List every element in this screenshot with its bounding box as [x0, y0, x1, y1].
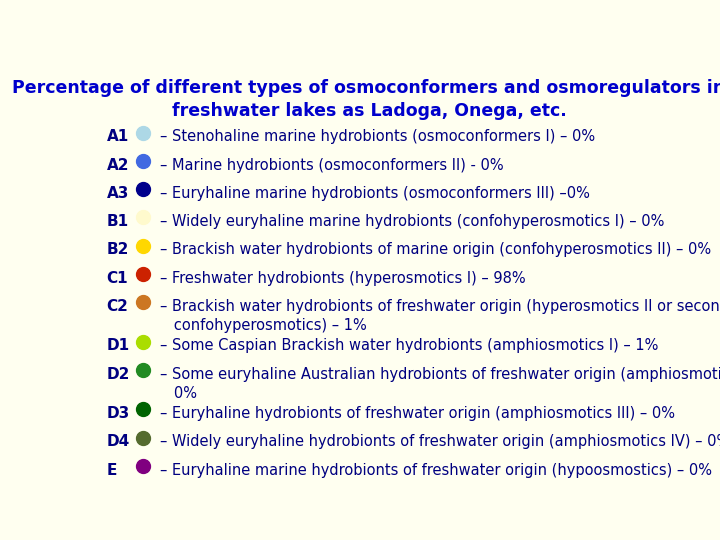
Text: – Freshwater hydrobionts (hyperosmotics I) – 98%: – Freshwater hydrobionts (hyperosmotics …	[160, 271, 526, 286]
Text: A2: A2	[107, 158, 130, 172]
Text: B2: B2	[107, 242, 129, 258]
Point	[138, 405, 149, 414]
Point	[138, 298, 149, 307]
Point	[138, 213, 149, 222]
Text: – Brackish water hydrobionts of marine origin (confohyperosmotics II) – 0%: – Brackish water hydrobionts of marine o…	[160, 242, 711, 258]
Text: – Euryhaline hydrobionts of freshwater origin (amphiosmotics III) – 0%: – Euryhaline hydrobionts of freshwater o…	[160, 406, 675, 421]
Text: – Marine hydrobionts (osmoconformers II) - 0%: – Marine hydrobionts (osmoconformers II)…	[160, 158, 503, 172]
Point	[138, 129, 149, 137]
Text: – Euryhaline marine hydrobionts (osmoconformers III) –0%: – Euryhaline marine hydrobionts (osmocon…	[160, 186, 590, 201]
Point	[138, 185, 149, 193]
Point	[138, 338, 149, 346]
Point	[138, 241, 149, 250]
Text: – Euryhaline marine hydrobionts of freshwater origin (hypoosmostics) – 0%: – Euryhaline marine hydrobionts of fresh…	[160, 463, 712, 478]
Text: A1: A1	[107, 129, 129, 144]
Text: D3: D3	[107, 406, 130, 421]
Text: Percentage of different types of osmoconformers and osmoregulators in
freshwater: Percentage of different types of osmocon…	[12, 79, 720, 120]
Text: D1: D1	[107, 339, 130, 353]
Point	[138, 157, 149, 165]
Text: D4: D4	[107, 435, 130, 449]
Text: – Stenohaline marine hydrobionts (osmoconformers I) – 0%: – Stenohaline marine hydrobionts (osmoco…	[160, 129, 595, 144]
Point	[138, 434, 149, 442]
Text: – Widely euryhaline marine hydrobionts (confohyperosmotics I) – 0%: – Widely euryhaline marine hydrobionts (…	[160, 214, 664, 229]
Text: A3: A3	[107, 186, 129, 201]
Text: – Widely euryhaline hydrobionts of freshwater origin (amphiosmotics IV) – 0%: – Widely euryhaline hydrobionts of fresh…	[160, 435, 720, 449]
Text: B1: B1	[107, 214, 129, 229]
Text: D2: D2	[107, 367, 130, 382]
Text: C1: C1	[107, 271, 128, 286]
Text: – Some euryhaline Australian hydrobionts of freshwater origin (amphiosmotics II): – Some euryhaline Australian hydrobionts…	[160, 367, 720, 401]
Text: E: E	[107, 463, 117, 478]
Text: – Some Caspian Brackish water hydrobionts (amphiosmotics I) – 1%: – Some Caspian Brackish water hydrobiont…	[160, 339, 658, 353]
Point	[138, 269, 149, 278]
Point	[138, 462, 149, 470]
Text: – Brackish water hydrobionts of freshwater origin (hyperosmotics II or secondary: – Brackish water hydrobionts of freshwat…	[160, 299, 720, 333]
Text: C2: C2	[107, 299, 129, 314]
Point	[138, 366, 149, 374]
